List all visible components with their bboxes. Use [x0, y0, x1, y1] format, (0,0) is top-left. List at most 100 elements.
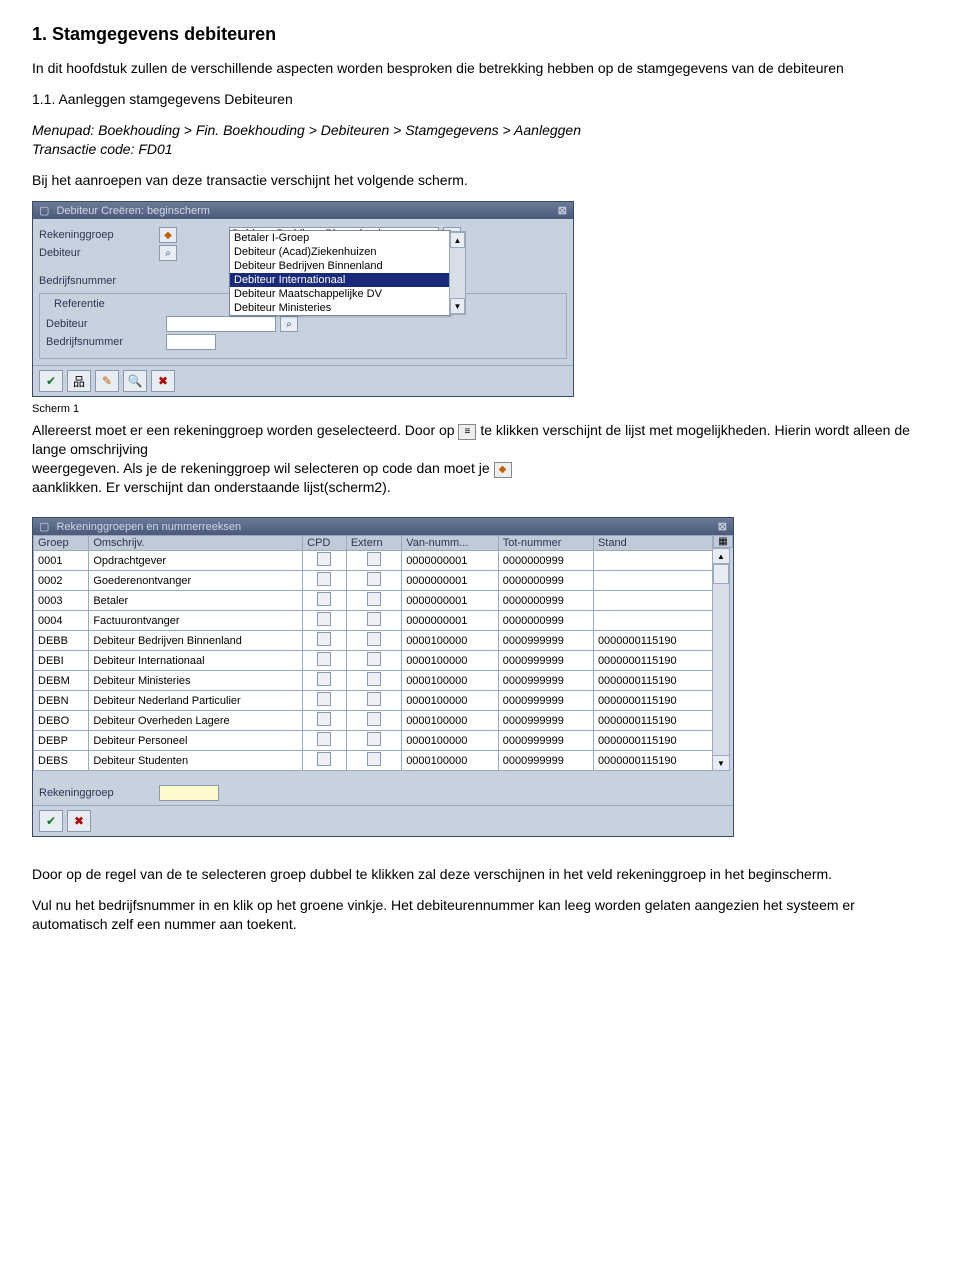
checkbox[interactable]: [317, 552, 331, 566]
checkbox[interactable]: [317, 672, 331, 686]
scroll-thumb[interactable]: [713, 564, 729, 584]
checkbox[interactable]: [367, 592, 381, 606]
table-row[interactable]: DEBNDebiteur Nederland Particulier000010…: [34, 691, 713, 711]
table-cell: 0000100000: [402, 651, 499, 671]
cancel-button[interactable]: ✖: [151, 370, 175, 392]
checkbox[interactable]: [317, 632, 331, 646]
table-row[interactable]: DEBSDebiteur Studenten000010000000009999…: [34, 751, 713, 771]
table-row[interactable]: 0002Goederenontvanger0000000001000000099…: [34, 571, 713, 591]
table-row[interactable]: 0001Opdrachtgever00000000010000000999: [34, 551, 713, 571]
label-bedrijfsnummer: Bedrijfsnummer: [39, 275, 159, 287]
table-cell: [346, 751, 401, 771]
close-icon[interactable]: ⊠: [718, 520, 727, 533]
checkbox[interactable]: [367, 732, 381, 746]
checkbox[interactable]: [317, 712, 331, 726]
checkbox[interactable]: [317, 572, 331, 586]
table-cell: 0000999999: [498, 671, 593, 691]
table-cell: [346, 611, 401, 631]
checkbox[interactable]: [367, 692, 381, 706]
account-group-icon[interactable]: ◆: [159, 227, 177, 243]
checkbox[interactable]: [317, 652, 331, 666]
table-scrollbar[interactable]: ▲ ▼: [713, 548, 730, 771]
table-cell: [346, 551, 401, 571]
table-cell: DEBI: [34, 651, 89, 671]
footer-label-rekeninggroep: Rekeninggroep: [39, 787, 159, 799]
table-cell: [303, 691, 347, 711]
footer-rekeninggroep-input[interactable]: [159, 785, 219, 801]
ref-bedrijfsnummer-input[interactable]: [166, 334, 216, 350]
search-icon[interactable]: ⌕: [159, 245, 177, 261]
scroll-down-icon[interactable]: ▼: [713, 755, 729, 770]
dropdown-item[interactable]: Debiteur (Acad)Ziekenhuizen: [230, 245, 450, 259]
hierarchy-icon[interactable]: 品: [67, 370, 91, 392]
toolbar-search-icon[interactable]: 🔍: [123, 370, 147, 392]
dropdown-scrollbar[interactable]: ▲ ▼: [449, 231, 466, 315]
checkbox[interactable]: [367, 632, 381, 646]
table-column-header[interactable]: Van-numm...: [402, 536, 499, 551]
label-rekeninggroep: Rekeninggroep: [39, 229, 159, 241]
table-column-header[interactable]: Omschrijv.: [89, 536, 303, 551]
table-row[interactable]: DEBIDebiteur Internationaal0000100000000…: [34, 651, 713, 671]
table-row[interactable]: 0003Betaler00000000010000000999: [34, 591, 713, 611]
confirm-button[interactable]: ✔: [39, 810, 63, 832]
checkbox[interactable]: [317, 752, 331, 766]
table-column-header[interactable]: CPD: [303, 536, 347, 551]
table-row[interactable]: DEBMDebiteur Ministeries0000100000000099…: [34, 671, 713, 691]
transaction-code: Transactie code: FD01: [32, 141, 173, 157]
scroll-down-icon[interactable]: ▼: [450, 298, 465, 314]
table-cell: 0004: [34, 611, 89, 631]
checkbox[interactable]: [367, 672, 381, 686]
table-column-header[interactable]: Stand: [593, 536, 712, 551]
table-cell: [346, 731, 401, 751]
table-config-icon[interactable]: ▦: [713, 535, 733, 548]
dropdown-item[interactable]: Debiteur Internationaal: [230, 273, 450, 287]
screen-1-caption: Scherm 1: [32, 403, 928, 415]
table-cell: Debiteur Bedrijven Binnenland: [89, 631, 303, 651]
window-toolbar: ✔ 品 ✎ 🔍 ✖: [33, 365, 573, 396]
dropdown-item[interactable]: Debiteur Maatschappelijke DV: [230, 287, 450, 301]
checkbox[interactable]: [367, 612, 381, 626]
table-cell: Debiteur Overheden Lagere: [89, 711, 303, 731]
rekeninggroep-dropdown[interactable]: Betaler I-GroepDebiteur (Acad)Ziekenhuiz…: [229, 230, 451, 316]
checkbox[interactable]: [367, 552, 381, 566]
window-icon: ▢: [39, 205, 49, 217]
fieldset-label-referentie: Referentie: [50, 298, 109, 310]
table-column-header[interactable]: Groep: [34, 536, 89, 551]
ref-debiteur-input[interactable]: [166, 316, 276, 332]
checkbox[interactable]: [317, 592, 331, 606]
table-column-header[interactable]: Extern: [346, 536, 401, 551]
dropdown-item[interactable]: Debiteur Bedrijven Binnenland: [230, 259, 450, 273]
table-cell: 0000100000: [402, 631, 499, 651]
ref-search-icon[interactable]: ⌕: [280, 316, 298, 332]
cancel-button[interactable]: ✖: [67, 810, 91, 832]
table-row[interactable]: DEBBDebiteur Bedrijven Binnenland0000100…: [34, 631, 713, 651]
confirm-button[interactable]: ✔: [39, 370, 63, 392]
table-column-header[interactable]: Tot-nummer: [498, 536, 593, 551]
table-row[interactable]: DEBODebiteur Overheden Lagere00001000000…: [34, 711, 713, 731]
table-cell: [303, 551, 347, 571]
table-cell: 0000000115190: [593, 691, 712, 711]
dropdown-item[interactable]: Debiteur Ministeries: [230, 301, 450, 315]
checkbox[interactable]: [367, 572, 381, 586]
after-scr1-text-d: aanklikken. Er verschijnt dan onderstaan…: [32, 479, 391, 495]
checkbox[interactable]: [317, 692, 331, 706]
account-groups-table[interactable]: GroepOmschrijv.CPDExternVan-numm...Tot-n…: [33, 535, 713, 771]
checkbox[interactable]: [317, 732, 331, 746]
table-cell: DEBP: [34, 731, 89, 751]
scroll-up-icon[interactable]: ▲: [713, 549, 729, 564]
table-row[interactable]: DEBPDebiteur Personeel000010000000009999…: [34, 731, 713, 751]
checkbox[interactable]: [367, 752, 381, 766]
checkbox[interactable]: [367, 712, 381, 726]
checkbox[interactable]: [317, 612, 331, 626]
dropdown-item[interactable]: Betaler I-Groep: [230, 231, 450, 245]
table-cell: Goederenontvanger: [89, 571, 303, 591]
table-cell: 0000000001: [402, 611, 499, 631]
checkbox[interactable]: [367, 652, 381, 666]
table-cell: 0000999999: [498, 651, 593, 671]
scroll-up-icon[interactable]: ▲: [450, 232, 465, 248]
edit-icon[interactable]: ✎: [95, 370, 119, 392]
table-row[interactable]: 0004Factuurontvanger00000000010000000999: [34, 611, 713, 631]
close-icon[interactable]: ⊠: [558, 204, 567, 217]
table-cell: 0000999999: [498, 751, 593, 771]
window-title-text: Debiteur Creëren: beginscherm: [56, 205, 209, 217]
